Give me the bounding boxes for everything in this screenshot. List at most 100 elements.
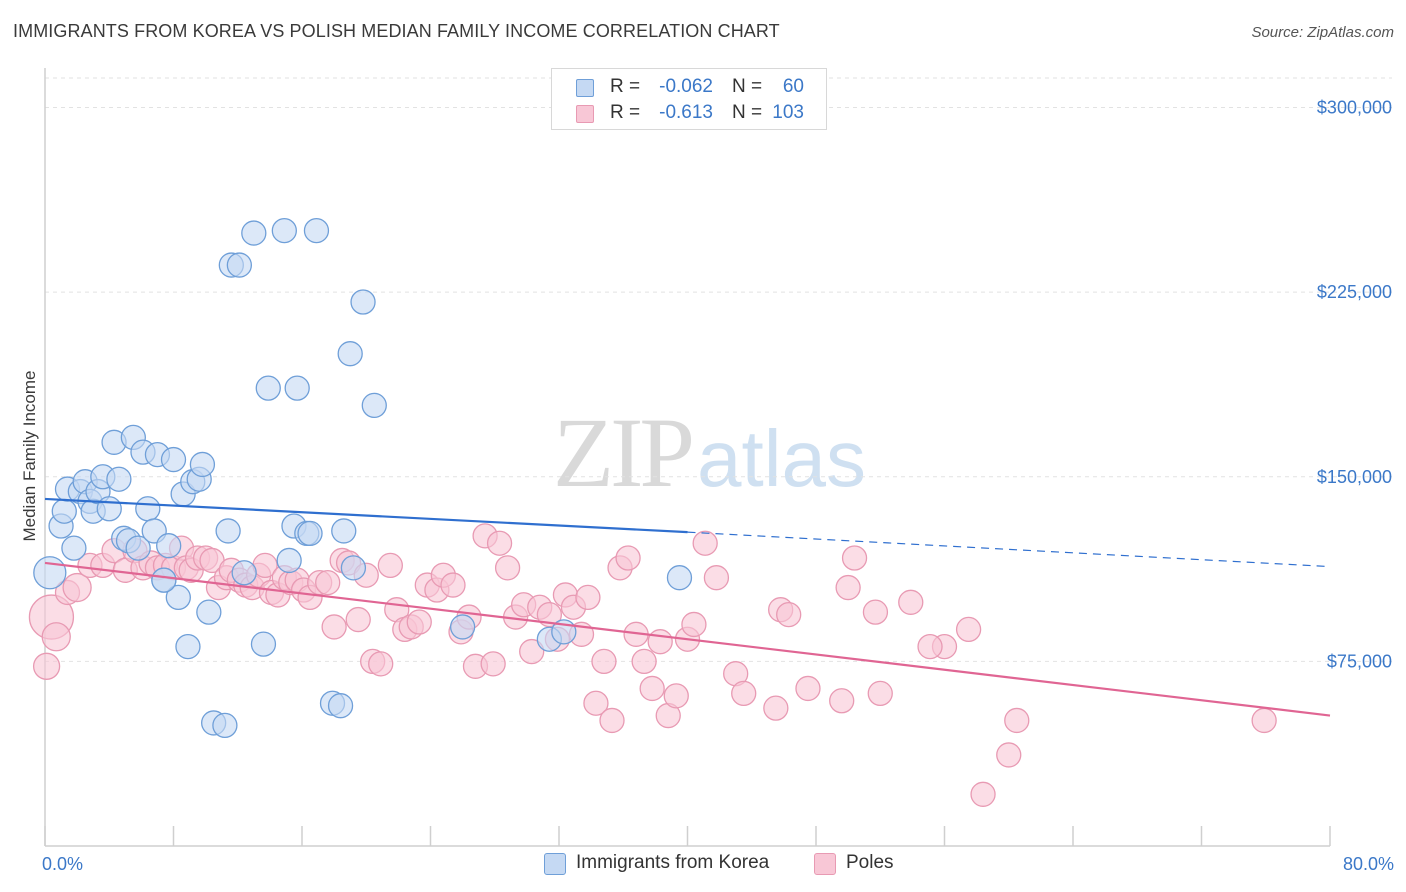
korea-point — [255, 375, 281, 401]
korea-point — [297, 520, 323, 547]
stats-n-label: N = — [732, 102, 763, 123]
poles-point — [647, 629, 673, 655]
stats-r-value: -0.613 — [659, 102, 713, 123]
korea-point — [241, 220, 267, 246]
korea-point — [284, 375, 310, 401]
korea-point — [350, 289, 376, 315]
y-tick-label: $75,000 — [1327, 651, 1392, 671]
stats-swatch-korea — [576, 79, 594, 97]
poles-point — [663, 683, 689, 709]
poles-point — [841, 545, 868, 571]
korea-point — [160, 446, 187, 473]
poles-point — [377, 552, 403, 579]
y-tick-label: $225,000 — [1317, 282, 1392, 302]
poles-point — [862, 599, 889, 625]
poles-points — [28, 523, 1277, 807]
poles-point — [1004, 707, 1030, 734]
poles-point — [368, 651, 394, 677]
korea-trend-line-extension — [687, 531, 1331, 568]
legend-label-poles: Poles — [846, 852, 894, 873]
poles-point — [692, 530, 718, 556]
poles-point — [615, 545, 641, 571]
poles-point — [996, 742, 1022, 768]
poles-point — [41, 622, 71, 652]
x-tick-label: 80.0% — [1343, 854, 1394, 874]
poles-point — [345, 606, 371, 633]
poles-point — [631, 648, 657, 675]
poles-point — [763, 695, 789, 721]
poles-point — [639, 675, 665, 702]
legend-label-korea: Immigrants from Korea — [576, 852, 770, 873]
korea-point — [189, 451, 216, 478]
y-tick-label: $300,000 — [1317, 98, 1392, 118]
poles-point — [776, 601, 802, 628]
korea-point — [231, 560, 257, 586]
korea-trend-line — [44, 497, 688, 534]
poles-point — [955, 616, 982, 643]
y-tick-label: $150,000 — [1317, 467, 1392, 487]
poles-point — [32, 652, 61, 680]
axes — [44, 68, 1331, 847]
korea-point — [212, 712, 238, 739]
poles-point — [835, 574, 861, 601]
stats-r-label: R = — [610, 102, 641, 123]
stats-box: R = -0.062 N = 60 R = -0.613 N = 103 — [551, 68, 827, 130]
korea-point — [151, 567, 177, 593]
trend-lines — [44, 497, 1331, 717]
korea-point — [340, 555, 367, 581]
korea-point — [165, 584, 191, 611]
korea-point — [250, 631, 277, 657]
poles-point — [406, 609, 432, 635]
korea-point — [33, 556, 67, 590]
korea-point — [215, 518, 241, 544]
korea-point — [666, 565, 693, 591]
poles-point — [480, 651, 506, 677]
stats-r-label: R = — [610, 76, 641, 97]
korea-point — [337, 341, 363, 367]
korea-point — [135, 496, 161, 522]
chart-title: IMMIGRANTS FROM KOREA VS POLISH MEDIAN F… — [13, 21, 780, 41]
poles-point — [599, 707, 625, 734]
stats-n-value: 103 — [772, 102, 804, 123]
stats-n-value: 60 — [782, 76, 804, 97]
poles-trend-line — [44, 561, 1331, 717]
korea-point — [303, 217, 330, 244]
korea-point — [156, 533, 182, 559]
korea-point — [61, 535, 87, 561]
poles-point — [62, 572, 92, 603]
korea-point — [361, 392, 387, 419]
korea-point — [276, 547, 302, 574]
poles-point — [917, 633, 943, 660]
poles-point — [494, 555, 521, 581]
poles-point — [829, 688, 855, 714]
poles-point — [519, 638, 545, 665]
korea-point — [175, 633, 201, 660]
poles-point — [681, 611, 707, 638]
korea-point — [96, 496, 122, 522]
korea-point — [271, 217, 297, 244]
poles-point — [315, 569, 341, 596]
stats-swatch-poles — [576, 105, 594, 123]
korea-points — [33, 217, 693, 739]
poles-point — [583, 690, 609, 716]
poles-point — [321, 614, 347, 640]
stats-r-value: -0.062 — [659, 76, 713, 97]
poles-point — [486, 530, 513, 556]
poles-point — [731, 680, 757, 707]
poles-point — [591, 648, 617, 675]
x-tick-label: 0.0% — [42, 854, 83, 874]
poles-point — [898, 589, 924, 615]
poles-point — [703, 565, 730, 591]
korea-point — [106, 466, 132, 492]
poles-point — [795, 675, 821, 702]
korea-point — [196, 599, 222, 625]
legend-swatch-korea — [544, 853, 566, 875]
poles-point — [970, 781, 996, 807]
korea-point — [449, 614, 476, 640]
poles-point — [867, 680, 893, 707]
korea-point — [331, 518, 357, 544]
stats-n-label: N = — [732, 76, 763, 97]
korea-point — [327, 693, 354, 719]
korea-point — [226, 252, 253, 278]
